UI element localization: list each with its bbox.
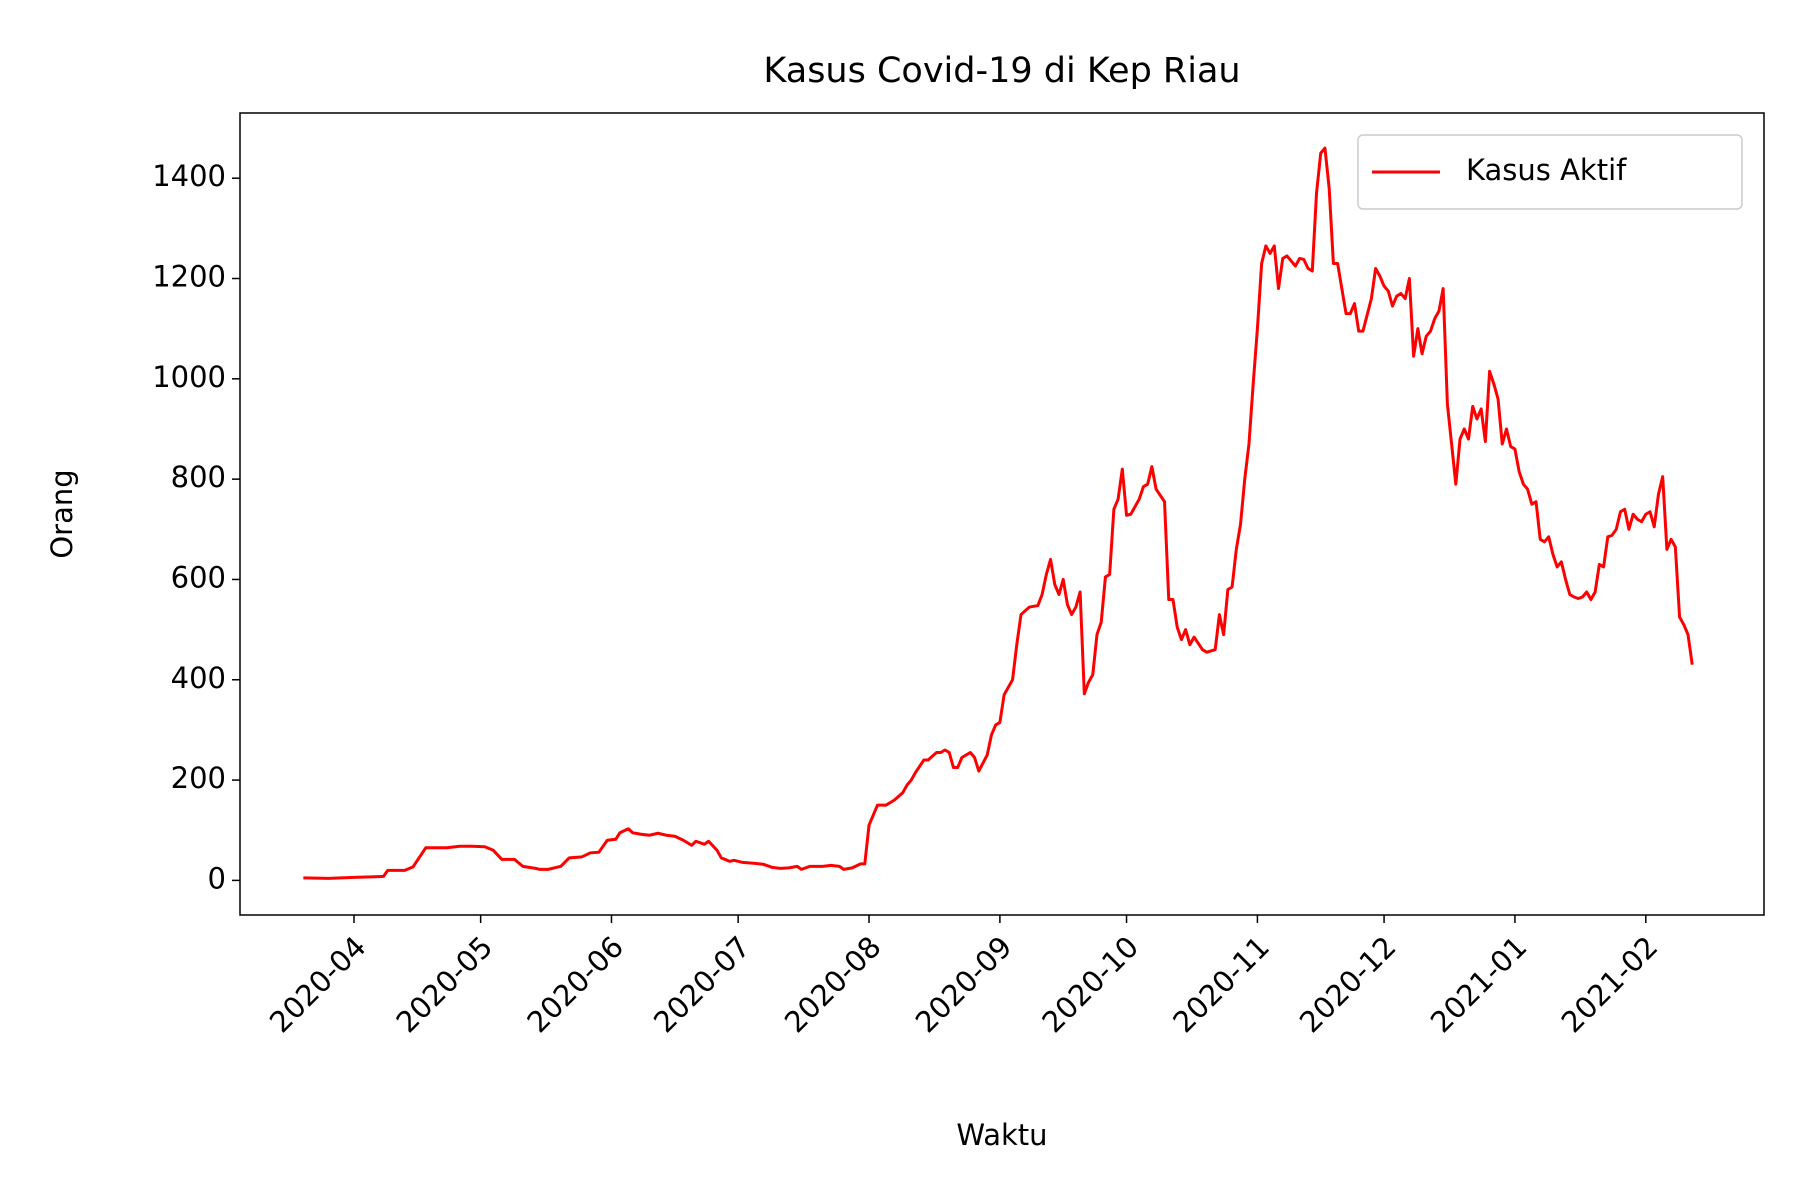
x-axis-label: Waktu	[956, 1118, 1047, 1152]
y-tick-label: 400	[171, 661, 226, 695]
plot-frame	[239, 112, 1765, 916]
y-axis-label: Orang	[45, 469, 79, 558]
y-tick-label: 1200	[152, 260, 226, 294]
y-tick-label: 600	[171, 560, 226, 594]
chart-title: Kasus Covid-19 di Kep Riau	[763, 51, 1240, 91]
y-tick-label: 1000	[152, 360, 226, 394]
data-line	[303, 146, 1694, 880]
y-tick-label: 200	[171, 761, 226, 795]
legend-label: Kasus Aktif	[1466, 153, 1627, 187]
y-tick-label: 0	[208, 861, 226, 895]
legend-box	[1357, 134, 1743, 210]
y-tick-label: 1400	[152, 159, 226, 193]
y-tick-label: 800	[171, 460, 226, 494]
